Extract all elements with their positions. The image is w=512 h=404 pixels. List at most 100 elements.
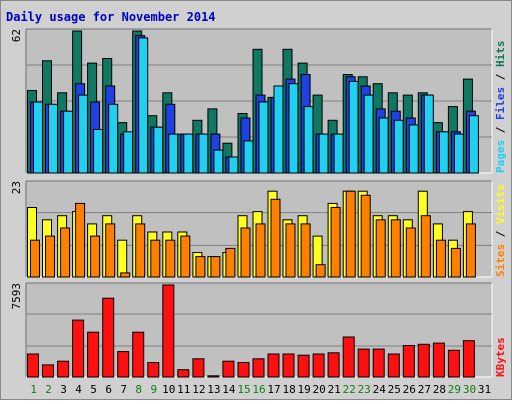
bar-pages-day-21: [333, 133, 344, 174]
x-tick-label: 6: [105, 383, 112, 396]
x-tick-label: 8: [135, 383, 142, 396]
x-axis-labels: 1 2 3 4 5 6 7 8 9 10 11 12 13 14 15 16 17 18 19 20 21 22 23 24 2…: [30, 383, 491, 396]
bar-sites-day-5: [90, 235, 101, 278]
legend-entry: KBytes: [494, 337, 507, 377]
bar-sites-day-18: [285, 223, 296, 278]
bar-kbytes-day-16: [252, 358, 265, 378]
bar-pages-day-23: [363, 94, 374, 174]
bar-sites-day-14: [225, 247, 236, 278]
bar-pages-day-3: [63, 110, 74, 174]
x-tick-label: 19: [297, 383, 310, 396]
bar-kbytes-day-8: [132, 331, 145, 378]
x-tick-label: 4: [75, 383, 82, 396]
bar-kbytes-day-27: [417, 343, 430, 378]
bar-kbytes-day-20: [312, 353, 325, 378]
bar-sites-day-4: [75, 202, 86, 278]
bar-kbytes-day-2: [42, 364, 54, 378]
panels-layer: 62 Pages / Files / Hits 23 Sites / Visits 75…: [10, 28, 507, 378]
x-tick-label: 31: [478, 383, 491, 396]
x-tick-label: 14: [222, 383, 236, 396]
x-tick-label: 2: [45, 383, 52, 396]
bar-sites-day-30: [465, 223, 476, 278]
bar-sites-day-27: [420, 215, 431, 278]
y-max-label: 23: [10, 181, 23, 194]
bar-pages-day-5: [93, 129, 104, 174]
y-max-label: 7593: [10, 283, 23, 310]
bar-kbytes-day-19: [297, 354, 310, 378]
bar-kbytes-day-1: [27, 353, 39, 378]
x-tick-label: 21: [328, 383, 341, 396]
bar-sites-day-28: [435, 239, 446, 278]
bar-pages-day-29: [453, 133, 464, 174]
bar-pages-day-20: [318, 133, 329, 174]
bar-pages-day-6: [108, 103, 119, 174]
bar-pages-day-7: [123, 131, 134, 174]
bar-kbytes-day-30: [462, 340, 475, 378]
x-tick-label: 20: [312, 383, 325, 396]
bar-sites-day-9: [150, 239, 161, 278]
bar-kbytes-day-13: [207, 375, 220, 378]
bar-kbytes-day-15: [237, 362, 250, 378]
bar-sites-day-29: [450, 247, 461, 278]
bar-kbytes-day-7: [117, 351, 130, 378]
bar-sites-day-12: [195, 256, 206, 278]
bar-kbytes-day-14: [222, 360, 235, 378]
bar-pages-day-28: [438, 131, 449, 174]
legend-entry: /: [494, 120, 507, 140]
bar-pages-day-30: [468, 115, 479, 174]
bar-kbytes-day-6: [102, 297, 115, 378]
panel-kbytes: 7593 KBytes: [10, 282, 507, 378]
bar-kbytes-day-11: [177, 369, 190, 378]
bar-kbytes-day-10: [162, 284, 175, 378]
x-tick-label: 28: [433, 383, 446, 396]
x-tick-label: 7: [120, 383, 127, 396]
x-tick-label: 24: [373, 383, 387, 396]
x-tick-label: 30: [463, 383, 476, 396]
bar-kbytes-day-24: [372, 348, 385, 378]
bar-pages-day-12: [198, 133, 209, 174]
bar-visits-day-7: [117, 239, 128, 278]
bar-pages-day-11: [183, 133, 194, 174]
bar-kbytes-day-21: [327, 352, 340, 378]
bar-sites-day-1: [30, 239, 40, 278]
x-tick-label: 22: [343, 383, 356, 396]
bar-pages-day-19: [303, 106, 314, 174]
bar-sites-day-2: [45, 235, 55, 278]
panel-hits_files_pages: 62 Pages / Files / Hits: [10, 28, 507, 174]
x-tick-label: 23: [358, 383, 371, 396]
bar-kbytes-day-12: [192, 358, 205, 378]
bar-pages-day-24: [378, 117, 389, 174]
bar-kbytes-day-5: [87, 331, 100, 378]
x-tick-label: 3: [60, 383, 67, 396]
bar-sites-day-23: [360, 194, 371, 278]
bar-sites-day-25: [390, 219, 401, 278]
legend: KBytes: [494, 337, 507, 377]
bar-pages-day-17: [273, 85, 284, 174]
bar-sites-day-24: [375, 219, 386, 278]
x-tick-label: 26: [403, 383, 416, 396]
legend-entry: Pages: [494, 140, 507, 173]
panel-visits_sites: 23 Sites / Visits: [10, 180, 507, 278]
bar-pages-day-14: [228, 156, 239, 174]
bar-sites-day-13: [210, 256, 221, 278]
bar-kbytes-day-3: [57, 360, 70, 378]
bar-pages-day-13: [213, 149, 224, 174]
bar-kbytes-day-9: [147, 362, 160, 378]
bar-sites-day-15: [240, 227, 251, 278]
bar-sites-day-22: [345, 190, 356, 278]
legend-entry: Hits: [494, 41, 507, 68]
bar-pages-day-4: [78, 94, 89, 174]
bar-sites-day-10: [165, 239, 176, 278]
legend-entry: /: [494, 224, 507, 244]
x-tick-label: 16: [252, 383, 265, 396]
x-tick-label: 25: [388, 383, 401, 396]
bar-kbytes-day-28: [432, 342, 445, 378]
bar-pages-day-16: [258, 101, 269, 174]
bar-pages-day-1: [33, 101, 43, 174]
bar-pages-day-2: [48, 103, 58, 174]
x-tick-label: 1: [30, 383, 37, 396]
bar-pages-day-25: [393, 119, 404, 174]
bar-sites-day-7: [120, 272, 131, 278]
